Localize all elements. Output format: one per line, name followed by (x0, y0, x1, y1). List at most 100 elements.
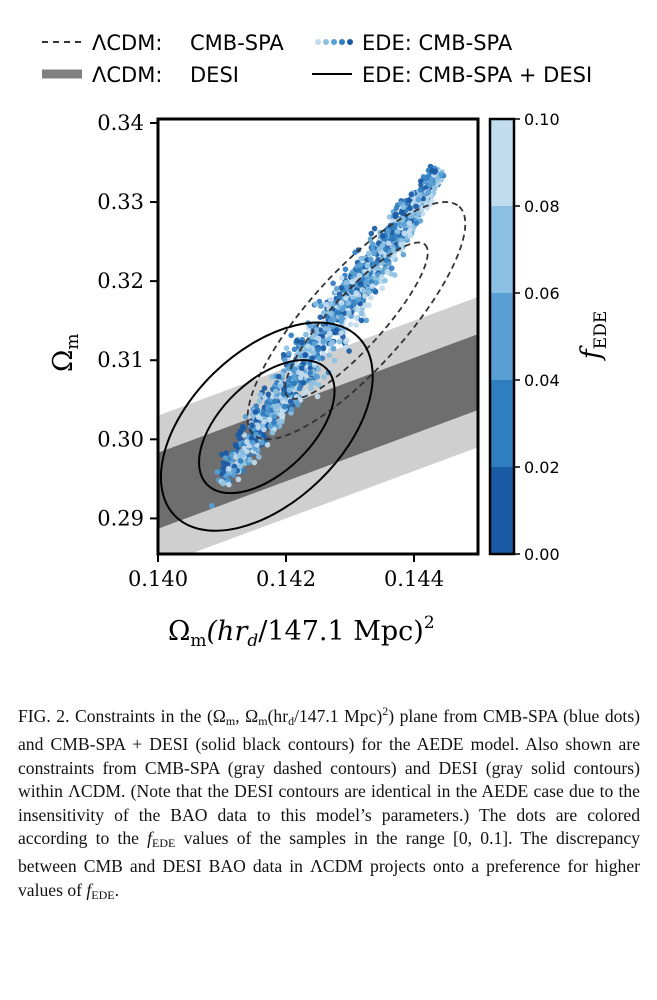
scatter-point (346, 310, 352, 317)
scatter-point (237, 453, 243, 460)
scatter-point (415, 196, 422, 203)
scatter-point (389, 265, 395, 272)
scatter-point (342, 266, 349, 273)
scatter-point (415, 210, 422, 216)
scatter-point (250, 440, 256, 446)
legend-prefix: ΛCDM: (92, 31, 162, 55)
scatter-point (208, 502, 215, 509)
x-axis-label: Ωm(hrd/147.1 Mpc)2 (168, 613, 435, 651)
scatter-point (272, 388, 279, 395)
y-tick-label: 0.34 (97, 111, 144, 135)
legend-label: EDE: CMB-SPA + DESI (362, 63, 592, 87)
scatter-point (267, 423, 274, 430)
scatter-point (396, 221, 403, 228)
scatter-point (264, 442, 271, 448)
scatter-point (271, 413, 277, 420)
scatter-point (357, 262, 363, 268)
scatter-point (299, 371, 305, 378)
scatter-point (356, 272, 363, 279)
scatter-point (322, 325, 329, 332)
scatter-point (290, 380, 296, 387)
colorbar-segment (490, 293, 514, 380)
y-tick-label: 0.33 (97, 190, 144, 214)
colorbar-tick-label: 0.06 (524, 284, 560, 303)
scatter-point (362, 293, 368, 299)
scatter-point (382, 277, 388, 284)
scatter-point (303, 389, 309, 395)
scatter-point (303, 331, 309, 338)
scatter-point (343, 279, 349, 286)
scatter-point (311, 340, 318, 347)
scatter-point (218, 451, 225, 458)
colorbar-label: fEDE (576, 311, 611, 361)
x-tick-label: 0.140 (128, 567, 188, 591)
legend: ΛCDM: CMB-SPA ΛCDM: DESI EDE: CMB-SPA ED… (42, 31, 592, 87)
scatter-point (326, 330, 333, 336)
scatter-point (272, 406, 279, 412)
scatter-point (361, 288, 367, 294)
scatter-point (287, 398, 294, 405)
scatter-point (343, 295, 349, 301)
scatter-point (244, 439, 250, 445)
scatter-point (338, 285, 345, 291)
scatter-point (231, 467, 237, 474)
scatter-point (331, 316, 338, 322)
scatter-point (229, 452, 235, 458)
scatter-point (393, 205, 400, 211)
scatter-point (413, 220, 420, 227)
scatter-point (249, 422, 255, 428)
scatter-point (363, 279, 369, 286)
y-tick-label: 0.30 (97, 427, 144, 451)
scatter-point (313, 327, 320, 333)
scatter-point (348, 289, 355, 295)
colorbar-segment (490, 206, 514, 293)
scatter-point (338, 318, 345, 325)
scatter-point (371, 250, 377, 257)
scatter-point (347, 321, 354, 328)
y-ticks: 0.34 0.33 0.32 0.31 0.30 0.29 (97, 111, 158, 530)
scatter-point (255, 414, 262, 421)
scatter-point (307, 347, 313, 353)
scatter-point (428, 176, 435, 183)
scatter-point (425, 189, 431, 196)
scatter-point (385, 240, 392, 247)
scatter-point (323, 301, 330, 308)
scatter-point (317, 314, 324, 321)
scatter-point (294, 337, 300, 344)
scatter-point (373, 280, 379, 286)
scatter-point (293, 360, 300, 367)
scatter-point (383, 257, 390, 263)
scatter-point (328, 341, 334, 347)
scatter-point (333, 327, 340, 334)
scatter-point (226, 481, 232, 488)
scatter-point (338, 330, 344, 336)
scatter-point (251, 459, 258, 466)
scatter-point (336, 294, 343, 301)
scatter-point (286, 350, 292, 357)
scatter-point (288, 332, 295, 339)
scatter-point (288, 406, 295, 413)
scatter-point (336, 338, 343, 345)
scatter-point (363, 302, 369, 309)
figure-caption: FIG. 2. Constraints in the (Ωm, Ωm(hrd/1… (18, 704, 641, 902)
scatter-point (358, 310, 365, 317)
scatter-point (330, 280, 336, 287)
scatter-point (308, 380, 314, 387)
scatter-point (214, 469, 220, 475)
scatter-point (383, 246, 389, 253)
scatter-point (353, 322, 360, 328)
scatter-point (367, 236, 374, 242)
scatter-point (281, 403, 288, 410)
scatter-point (299, 365, 305, 372)
scatter-point (376, 246, 383, 252)
scatter-point (338, 275, 345, 281)
scatter-point (299, 339, 305, 346)
scatter-point (420, 174, 427, 180)
scatter-point (408, 191, 415, 198)
scatter-point (338, 313, 344, 320)
scatter-point (390, 245, 397, 251)
scatter-point (386, 214, 393, 220)
scatter-point (345, 285, 351, 292)
colorbar-tick-label: 0.08 (524, 197, 560, 216)
scatter-point (320, 350, 327, 357)
